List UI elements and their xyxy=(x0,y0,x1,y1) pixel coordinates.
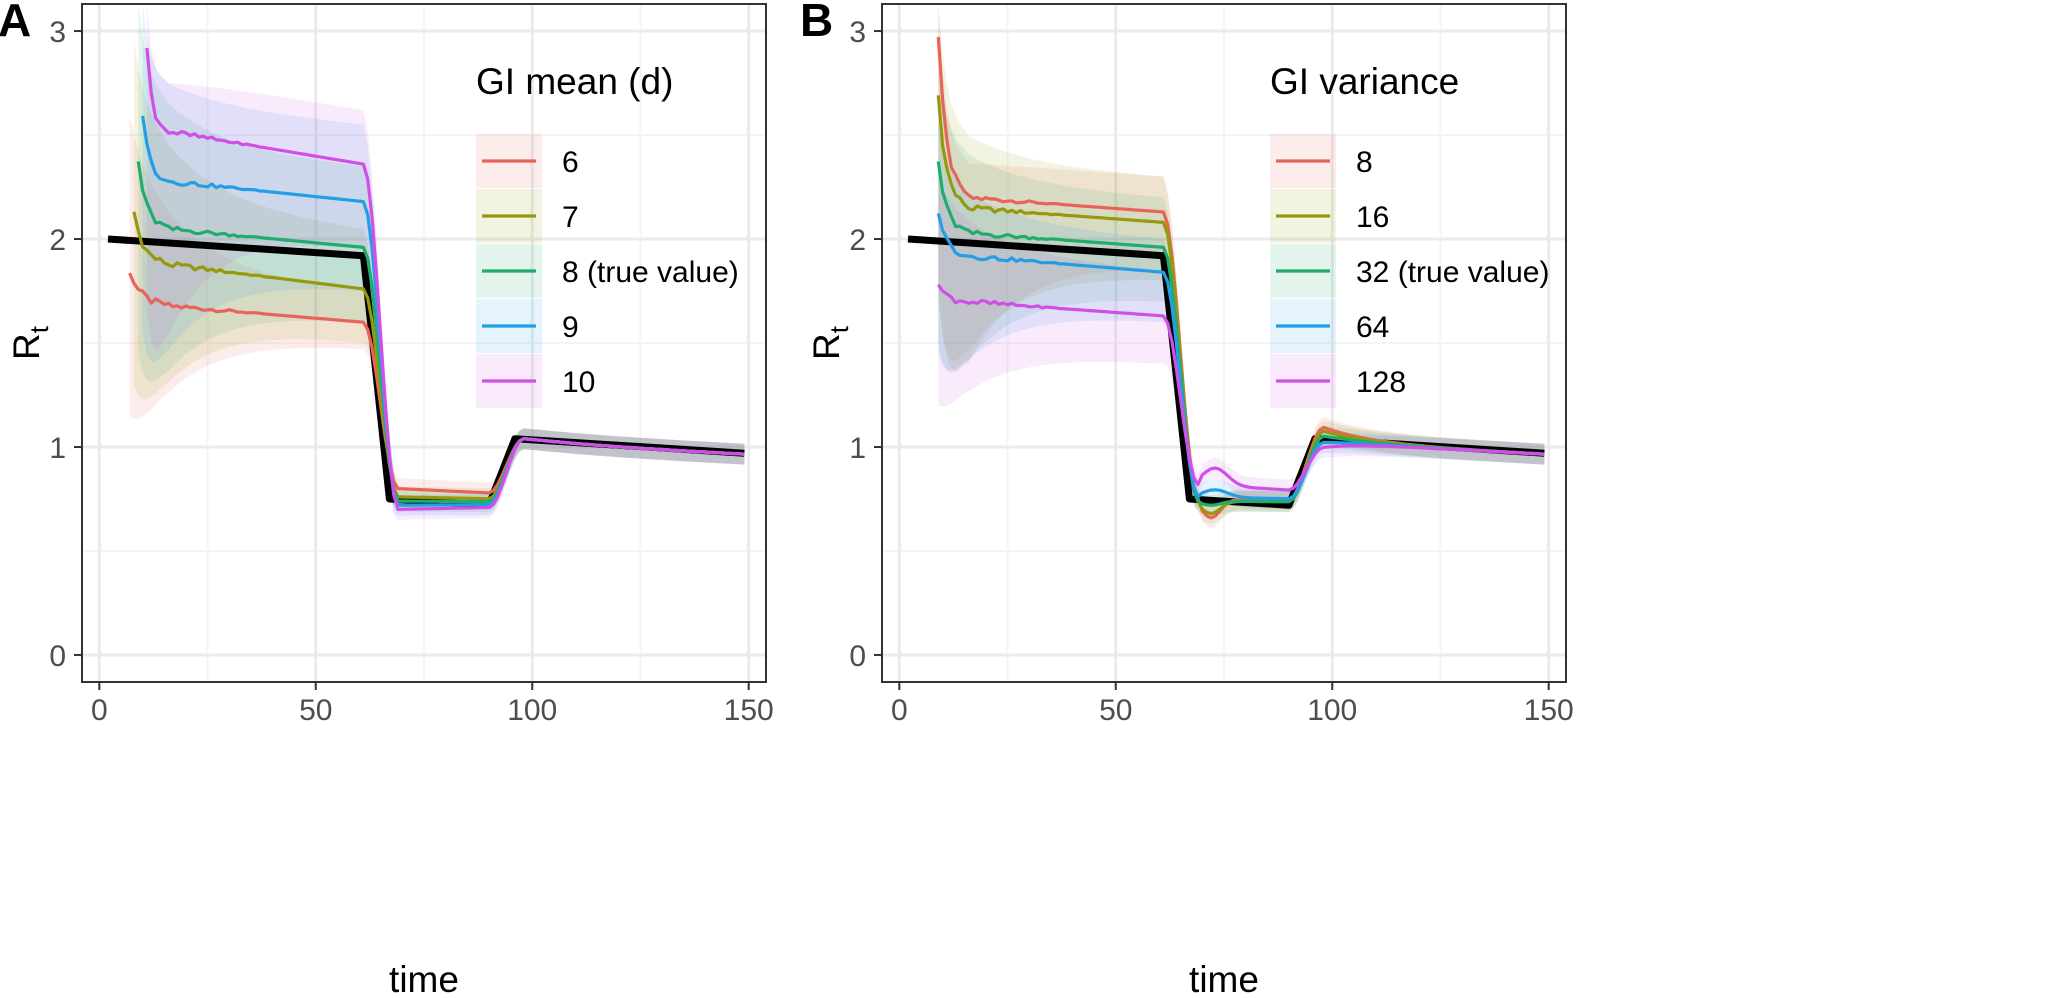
legend-label: 8 xyxy=(1356,146,1373,179)
legend-item: 8 (true value) xyxy=(476,244,739,298)
grid xyxy=(882,4,1566,682)
legend-item: 32 (true value) xyxy=(1270,244,1549,298)
legend-label: 32 (true value) xyxy=(1356,256,1549,289)
x-tick-label: 0 xyxy=(91,694,108,727)
y-axis-title-main: R xyxy=(6,333,47,360)
legend: GI variance 8 16 32 (true value) 64 128 xyxy=(1270,61,1549,408)
legend-label: 128 xyxy=(1356,366,1406,399)
y-tick-label: 2 xyxy=(849,224,866,257)
x-tick-label: 50 xyxy=(299,694,332,727)
y-tick-label: 0 xyxy=(849,640,866,673)
x-axis-title: time xyxy=(1189,959,1259,998)
ribbon-4 xyxy=(938,176,1545,501)
y-tick-label: 1 xyxy=(49,432,66,465)
ribbon-4 xyxy=(146,4,745,520)
series-line-4 xyxy=(145,47,745,511)
y-axis-title: Rt xyxy=(6,325,54,360)
legend-item: 10 xyxy=(476,354,595,408)
ribbon-3 xyxy=(938,124,1545,510)
y-tick-label: 2 xyxy=(49,224,66,257)
y-axis-title: Rt xyxy=(806,325,854,360)
x-tick-label: 50 xyxy=(1099,694,1132,727)
legend-item: 16 xyxy=(1270,189,1389,243)
series-lines xyxy=(936,36,1545,520)
legend-label: 16 xyxy=(1356,201,1389,234)
y-axis-title-subscript: t xyxy=(24,325,54,333)
ribbon-2 xyxy=(938,62,1545,516)
legend-item: 6 xyxy=(476,134,579,188)
legend: GI mean (d) 6 7 8 (true value) 9 10 xyxy=(476,61,739,408)
ribbon-2 xyxy=(138,4,745,513)
legend-title: GI mean (d) xyxy=(476,61,673,102)
panel-letter: B xyxy=(800,0,833,46)
plot-frame xyxy=(881,3,1567,683)
series-lines xyxy=(128,47,745,511)
legend-item: 9 xyxy=(476,299,579,353)
ribbon-0 xyxy=(938,4,1545,529)
legend-label: 64 xyxy=(1356,311,1389,344)
legend-label: 9 xyxy=(562,311,579,344)
x-tick-label: 0 xyxy=(891,694,908,727)
x-tick-label: 100 xyxy=(1307,694,1357,727)
plot-frame xyxy=(81,3,767,683)
y-tick-label: 3 xyxy=(849,16,866,49)
panel-letter: A xyxy=(0,0,31,46)
y-axis-title-subscript: t xyxy=(824,325,854,333)
series-line-4 xyxy=(936,283,1545,492)
legend-label: 10 xyxy=(562,366,595,399)
legend-label: 6 xyxy=(562,146,579,179)
ribbon-3 xyxy=(142,4,745,516)
panel-a: 0 50 100 150 0 1 2 3 time Rt A GI mean (d) 6 7 8 (true… xyxy=(0,0,774,998)
legend-title: GI variance xyxy=(1270,61,1459,102)
legend-item: 7 xyxy=(476,189,579,243)
x-tick-label: 100 xyxy=(507,694,557,727)
ribbon-0 xyxy=(129,114,745,504)
y-tick-label: 3 xyxy=(49,16,66,49)
x-tick-label: 150 xyxy=(1524,694,1574,727)
legend-item: 64 xyxy=(1270,299,1389,353)
legend-label: 7 xyxy=(562,201,579,234)
legend-label: 8 (true value) xyxy=(562,256,739,289)
x-tick-label: 150 xyxy=(724,694,774,727)
legend-item: 128 xyxy=(1270,354,1406,408)
y-axis-title-main: R xyxy=(806,333,847,360)
y-tick-label: 0 xyxy=(49,640,66,673)
x-axis-title: time xyxy=(389,959,459,998)
panel-b: 0 50 100 150 0 1 2 3 time Rt B GI variance 8 16 32 (tr… xyxy=(800,0,1574,998)
y-tick-label: 1 xyxy=(849,432,866,465)
legend-item: 8 xyxy=(1270,134,1373,188)
